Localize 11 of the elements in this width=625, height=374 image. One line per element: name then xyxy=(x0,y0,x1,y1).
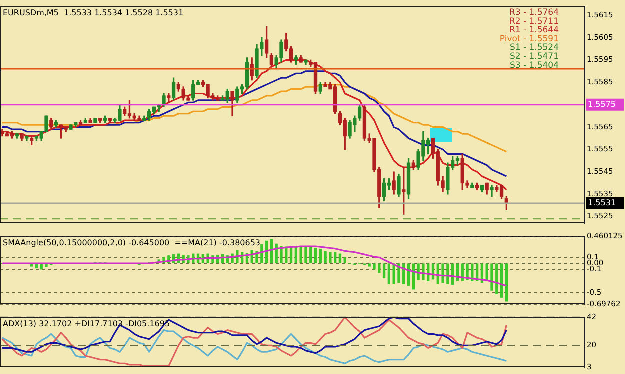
text: R1 - 1.5644 xyxy=(509,26,559,36)
chart-title: EURUSDm,M5 1.5533 1.5534 1.5528 1.5531 xyxy=(3,8,184,18)
chart-title: SMAAngle(50,0.15000000,2,0) -0.645000 ==MA(21) -0.380653 xyxy=(3,238,261,248)
text: R2 - 1.5711 xyxy=(509,16,559,27)
ref-line-label: 1.5575 xyxy=(588,100,616,110)
text: R3 - 1.5764 xyxy=(509,8,559,18)
ref-line-label: 1.5531 xyxy=(588,198,616,208)
text: S3 - 1.5404 xyxy=(510,60,559,71)
annotation: Pivot - 1.5591 xyxy=(500,34,559,44)
text: S1 - 1.5524 xyxy=(510,43,559,54)
text: S2 - 1.5471 xyxy=(510,52,559,62)
